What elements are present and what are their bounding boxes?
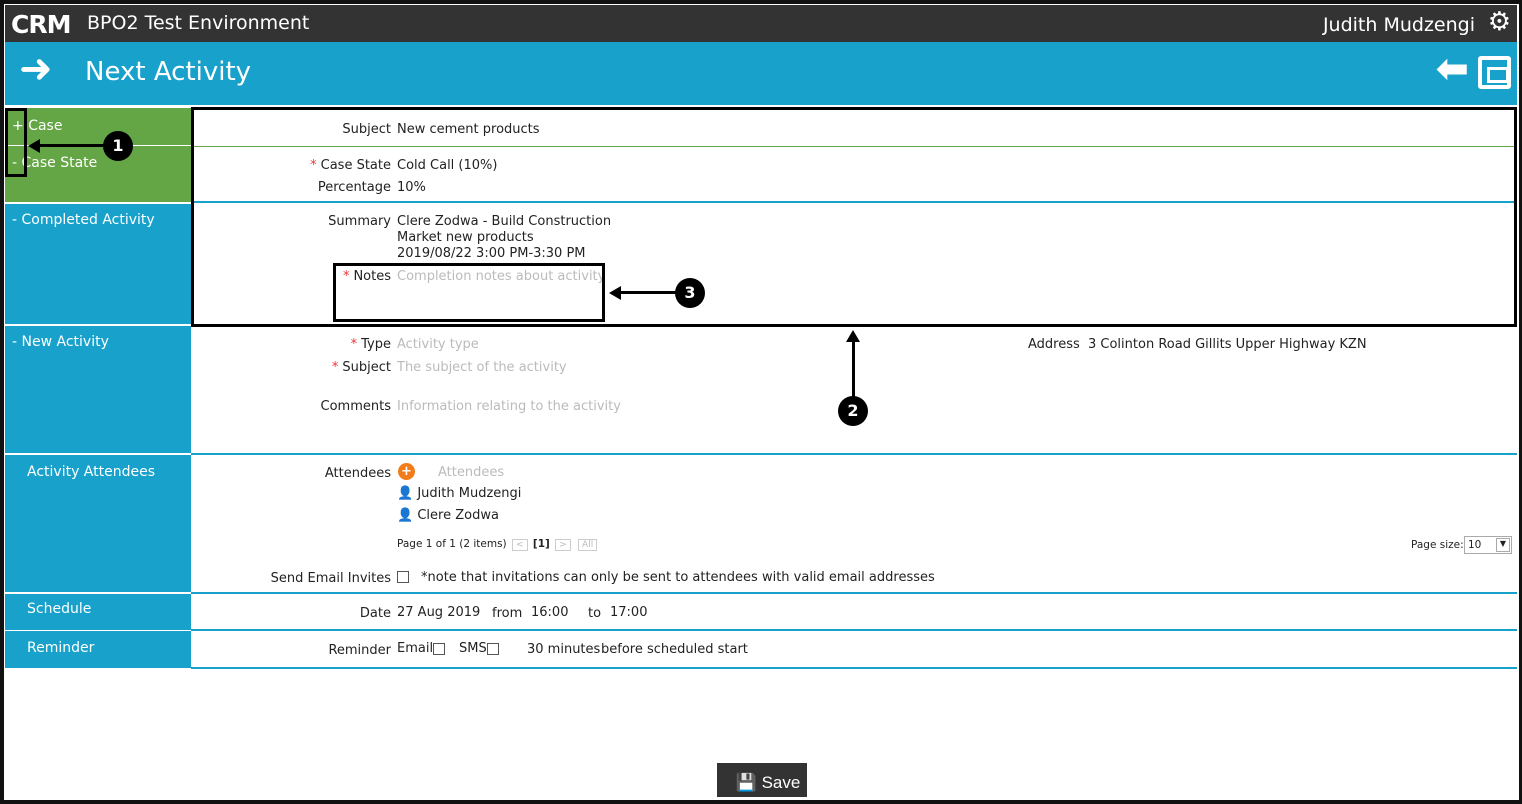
date-label: Date (359, 606, 391, 621)
save-icon: 💾 (735, 773, 757, 792)
environment-name: BPO2 Test Environment (87, 12, 310, 34)
section-label: Completed Activity (21, 212, 155, 228)
sidebar-item-schedule[interactable]: Schedule (5, 594, 191, 630)
annotation-arrow-2 (852, 338, 855, 398)
summary-value: Clere Zodwa - Build Construction Market n… (397, 214, 612, 261)
address-label: Address (1028, 337, 1080, 352)
current-page[interactable]: [1] (532, 538, 550, 550)
chevron-down-icon: ▼ (1496, 538, 1510, 552)
send-invites-checkbox[interactable] (397, 569, 409, 584)
comments-label: Comments (320, 399, 391, 414)
notes-input[interactable]: Completion notes about activity (397, 269, 606, 284)
user-name[interactable]: Judith Mudzengi (1322, 14, 1475, 36)
notes-label: * Notes (342, 269, 391, 284)
collapse-toggle[interactable]: - (12, 212, 18, 228)
page-title: Next Activity (85, 57, 252, 87)
percentage-value: 10% (397, 180, 426, 195)
pager-summary: Page 1 of 1 (2 items) (397, 538, 507, 550)
person-icon: 👤 (397, 508, 414, 523)
subject-input[interactable]: The subject of the activity (397, 360, 567, 375)
case-state-section: * Case State Cold Call (10%) Percentage 1… (191, 147, 1517, 203)
arrowhead (846, 330, 860, 342)
annotation-arrow-3 (620, 291, 676, 294)
annotation-marker-1: 1 (103, 131, 133, 161)
send-invites-label: Send Email Invites (270, 571, 391, 586)
expand-toggle[interactable]: + (12, 118, 24, 134)
next-page-button[interactable]: > (555, 539, 571, 551)
section-label: Reminder (27, 640, 95, 656)
attendees-input[interactable]: Attendees (438, 465, 505, 480)
person-icon: 👤 (397, 486, 414, 501)
annotation-marker-3: 3 (675, 278, 705, 308)
reminder-label: Reminder (328, 643, 391, 658)
arrowhead (28, 139, 40, 153)
save-icon[interactable] (1478, 56, 1511, 89)
start-time-input[interactable]: 16:00 (531, 605, 569, 620)
arrowhead (609, 286, 621, 300)
annotation-box-3 (333, 263, 605, 322)
all-pages-button[interactable]: All (578, 539, 598, 551)
section-label: Schedule (27, 601, 92, 617)
reminder-section: Reminder Email SMS 30 minutes before sch… (191, 631, 1517, 669)
sidebar-item-completed-activity[interactable]: - Completed Activity (5, 203, 191, 324)
gear-icon[interactable]: ⚙ (1487, 7, 1511, 37)
new-activity-section: * Type Activity type * Subject The subject… (191, 326, 1517, 455)
subject-label: * Subject (331, 360, 391, 375)
email-reminder[interactable]: Email (397, 641, 446, 656)
annotation-arrow-1 (34, 144, 104, 147)
pager: Page 1 of 1 (2 items) < [1] > All (397, 538, 599, 551)
collapse-toggle[interactable]: - (12, 334, 18, 350)
save-button[interactable]: 💾 Save (717, 763, 807, 797)
subject-value: New cement products (397, 122, 540, 137)
case-section: Subject New cement products (191, 108, 1517, 147)
attendees-label: Attendees (324, 466, 391, 481)
sms-reminder[interactable]: SMS (459, 641, 499, 656)
attendee-item: 👤 Judith Mudzengi (397, 486, 522, 501)
page-size-label: Page size: (1411, 539, 1464, 551)
add-attendee-icon[interactable]: + (398, 463, 415, 480)
percentage-label: Percentage (317, 180, 391, 195)
reminder-suffix: before scheduled start (601, 642, 748, 657)
type-input[interactable]: Activity type (397, 337, 479, 352)
arrow-right-icon: ➜ (19, 46, 53, 92)
annotation-box-2 (191, 107, 1517, 327)
collapse-toggle[interactable]: - (12, 155, 18, 171)
sidebar-item-case-state[interactable]: - Case State (5, 146, 191, 202)
prev-page-button[interactable]: < (512, 539, 528, 551)
subject-label: Subject (342, 122, 391, 137)
case-state-label: * Case State (310, 158, 391, 173)
sidebar-item-activity-attendees[interactable]: Activity Attendees (5, 455, 191, 592)
section-label: Case (28, 118, 63, 134)
attendee-item: 👤 Clere Zodwa (397, 508, 499, 523)
comments-input[interactable]: Information relating to the activity (397, 399, 621, 414)
section-label: New Activity (21, 334, 109, 350)
case-state-value[interactable]: Cold Call (10%) (397, 158, 498, 173)
back-arrow-icon[interactable]: ⬅ (1435, 46, 1469, 92)
annotation-box-1 (5, 108, 27, 177)
page-size-select[interactable]: 10 ▼ (1464, 536, 1512, 554)
attendees-section: Attendees + Attendees 👤 Judith Mudzengi … (191, 455, 1517, 594)
page-header: ➜ Next Activity ⬅ (5, 42, 1517, 105)
to-label: to (588, 606, 602, 621)
end-time-input[interactable]: 17:00 (610, 605, 648, 620)
from-label: from (492, 606, 523, 621)
schedule-section: Date 27 Aug 2019 from 16:00 to 17:00 (191, 594, 1517, 631)
crm-logo: CRM (11, 10, 71, 39)
sidebar-item-reminder[interactable]: Reminder (5, 631, 191, 668)
sidebar-item-new-activity[interactable]: - New Activity (5, 326, 191, 453)
date-input[interactable]: 27 Aug 2019 (397, 605, 481, 620)
annotation-marker-2: 2 (838, 396, 868, 426)
type-label: * Type (350, 337, 391, 352)
top-bar: CRM BPO2 Test Environment Judith Mudzeng… (5, 5, 1517, 42)
section-label: Activity Attendees (27, 464, 156, 480)
reminder-minutes-input[interactable]: 30 minutes (527, 642, 601, 657)
address-value: 3 Colinton Road Gillits Upper Highway KZ… (1088, 337, 1367, 352)
section-label: Case State (21, 155, 98, 171)
summary-label: Summary (328, 214, 391, 229)
invites-note: *note that invitations can only be sent … (421, 570, 935, 585)
